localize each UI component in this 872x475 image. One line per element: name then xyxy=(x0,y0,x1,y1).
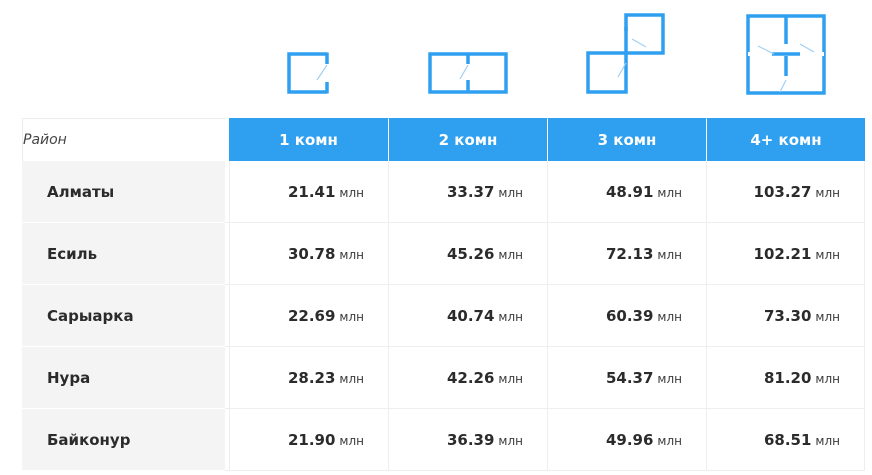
room-4-column-header: 4+ комн xyxy=(706,118,865,161)
price-cell: 21.41 млн xyxy=(229,161,388,223)
price-value: 22.69 xyxy=(287,307,336,325)
table-row: Байконур 21.90 млн 36.39 млн 49.96 млн 68.5… xyxy=(22,409,865,471)
price-cell: 21.90 млн xyxy=(229,409,388,471)
price-cell: 40.74 млн xyxy=(388,285,547,347)
price-value: 49.96 xyxy=(605,431,654,449)
price-value: 48.91 xyxy=(605,183,654,201)
price-value: 28.23 xyxy=(287,369,336,387)
price-cell: 48.91 млн xyxy=(547,161,706,223)
table-row: Нура 28.23 млн 42.26 млн 54.37 млн 81.20 млн xyxy=(22,347,865,409)
room-2-column-header: 2 комн xyxy=(388,118,547,161)
column-gap xyxy=(225,285,229,347)
price-value: 68.51 xyxy=(763,431,812,449)
price-value: 54.37 xyxy=(605,369,654,387)
price-unit: млн xyxy=(815,310,840,324)
price-unit: млн xyxy=(815,186,840,200)
district-name: Алматы xyxy=(22,161,225,223)
price-cell: 103.27 млн xyxy=(706,161,865,223)
price-cell: 102.21 млн xyxy=(706,223,865,285)
district-name: Нура xyxy=(22,347,225,409)
price-value: 40.74 xyxy=(446,307,495,325)
price-value: 72.13 xyxy=(605,245,654,263)
district-column-header: Район xyxy=(22,118,225,161)
floorplan-2-room-icon xyxy=(428,52,508,94)
price-table: Район 1 комн 2 комн 3 комн 4+ комн Алмат… xyxy=(22,118,865,471)
price-value: 36.39 xyxy=(446,431,495,449)
price-unit: млн xyxy=(815,372,840,386)
price-unit: млн xyxy=(498,372,523,386)
price-cell: 49.96 млн xyxy=(547,409,706,471)
price-unit: млн xyxy=(657,372,682,386)
price-cell: 54.37 млн xyxy=(547,347,706,409)
table-row: Есиль 30.78 млн 45.26 млн 72.13 млн 102.21 м… xyxy=(22,223,865,285)
price-unit: млн xyxy=(498,248,523,262)
price-value: 21.90 xyxy=(287,431,336,449)
price-unit: млн xyxy=(657,310,682,324)
price-unit: млн xyxy=(339,310,364,324)
column-gap xyxy=(225,223,229,285)
price-unit: млн xyxy=(498,434,523,448)
price-unit: млн xyxy=(815,434,840,448)
price-unit: млн xyxy=(339,372,364,386)
room-3-column-header: 3 комн xyxy=(547,118,706,161)
room-1-column-header: 1 комн xyxy=(229,118,388,161)
district-name: Байконур xyxy=(22,409,225,471)
price-unit: млн xyxy=(498,186,523,200)
price-cell: 73.30 млн xyxy=(706,285,865,347)
price-value: 81.20 xyxy=(763,369,812,387)
price-value: 60.39 xyxy=(605,307,654,325)
price-cell: 33.37 млн xyxy=(388,161,547,223)
price-cell: 42.26 млн xyxy=(388,347,547,409)
price-value: 42.26 xyxy=(446,369,495,387)
price-cell: 22.69 млн xyxy=(229,285,388,347)
price-cell: 72.13 млн xyxy=(547,223,706,285)
column-gap xyxy=(225,347,229,409)
floorplan-icons-row xyxy=(0,0,872,110)
price-cell: 36.39 млн xyxy=(388,409,547,471)
floorplan-3-room-icon xyxy=(586,13,665,94)
price-unit: млн xyxy=(339,248,364,262)
district-name: Сарыарка xyxy=(22,285,225,347)
price-unit: млн xyxy=(657,186,682,200)
floorplan-1-room-icon xyxy=(287,52,329,94)
column-gap xyxy=(225,409,229,471)
table-row: Сарыарка 22.69 млн 40.74 млн 60.39 млн 73.3… xyxy=(22,285,865,347)
district-name: Есиль xyxy=(22,223,225,285)
price-value: 30.78 xyxy=(287,245,336,263)
column-gap xyxy=(225,161,229,223)
price-cell: 60.39 млн xyxy=(547,285,706,347)
price-cell: 30.78 млн xyxy=(229,223,388,285)
price-value: 21.41 xyxy=(287,183,336,201)
column-gap xyxy=(225,118,229,161)
price-unit: млн xyxy=(657,434,682,448)
price-unit: млн xyxy=(657,248,682,262)
price-value: 45.26 xyxy=(446,245,495,263)
table-row: Алматы 21.41 млн 33.37 млн 48.91 млн 103.27… xyxy=(22,161,865,223)
price-value: 103.27 xyxy=(753,183,812,201)
floorplan-4-room-icon xyxy=(746,14,826,95)
table-header-row: Район 1 комн 2 комн 3 комн 4+ комн xyxy=(22,118,865,161)
price-cell: 28.23 млн xyxy=(229,347,388,409)
price-unit: млн xyxy=(339,186,364,200)
price-value: 73.30 xyxy=(763,307,812,325)
price-cell: 81.20 млн xyxy=(706,347,865,409)
price-cell: 45.26 млн xyxy=(388,223,547,285)
price-unit: млн xyxy=(339,434,364,448)
price-cell: 68.51 млн xyxy=(706,409,865,471)
price-value: 33.37 xyxy=(446,183,495,201)
price-unit: млн xyxy=(498,310,523,324)
price-value: 102.21 xyxy=(753,245,812,263)
price-unit: млн xyxy=(815,248,840,262)
